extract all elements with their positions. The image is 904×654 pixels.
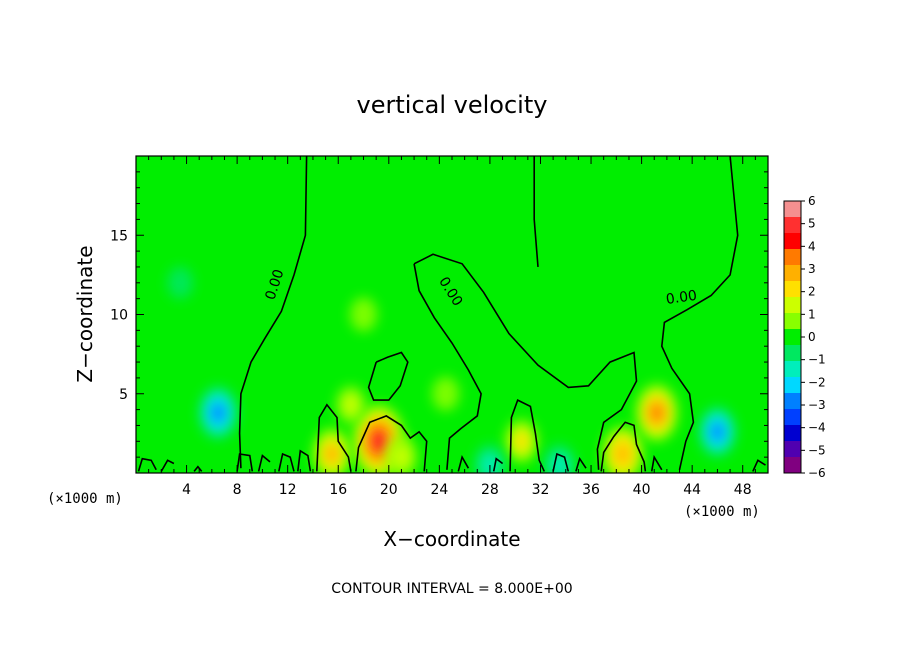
zero-contour-17 [457, 455, 470, 472]
zero-contour-21 [650, 454, 663, 472]
field-blob-9 [198, 385, 239, 440]
x-tick-label-1: 8 [233, 482, 242, 498]
zero-contour-9 [600, 421, 647, 472]
colorbar-tick-label-7: −1 [808, 353, 826, 367]
field-blob-3 [312, 427, 352, 473]
colorbar-swatch-5 [784, 281, 801, 298]
colorbar-swatch-6 [784, 297, 801, 314]
colorbar-swatch-10 [784, 361, 801, 378]
colorbar-swatch-8 [784, 329, 801, 346]
zero-contours [137, 156, 766, 472]
contour-value-label-2: 0.00 [665, 288, 698, 308]
x-axis-label: X−coordinate [383, 527, 520, 551]
x-tick-label-0: 4 [182, 482, 191, 498]
y-axis-ticks: 5 10 15 [110, 171, 768, 458]
field-blob-5 [385, 436, 418, 473]
x-tick-label-4: 20 [380, 482, 398, 498]
colorbar-swatch-0 [784, 201, 801, 218]
velocity-field [167, 266, 737, 473]
field-blob-13 [167, 266, 194, 299]
zero-contour-18 [492, 457, 504, 472]
colorbar-tick-label-12: −6 [808, 466, 826, 480]
x-tick-label-10: 44 [683, 482, 701, 498]
field-blob-10 [698, 406, 737, 458]
zero-contour-5 [367, 351, 409, 401]
colorbar-tick-label-3: 3 [808, 262, 816, 276]
zero-contour-12 [193, 465, 203, 472]
colorbar-swatch-9 [784, 345, 801, 362]
zero-contour-22 [752, 459, 766, 472]
zero-contour-0 [238, 156, 308, 469]
colorbar-tick-label-1: 5 [808, 217, 816, 231]
field-blob-4 [504, 419, 539, 464]
zero-contour-10 [137, 457, 157, 472]
x-left-unit-label: (×1000 m) [47, 491, 123, 507]
colorbar-swatch-3 [784, 249, 801, 266]
colorbar-swatch-14 [784, 425, 801, 442]
colorbar: 6 5 4 3 2 1 0 −1 −2 −3 −4 −5 −6 [783, 194, 826, 480]
colorbar-swatch-16 [784, 457, 801, 474]
zero-contour-4 [660, 156, 739, 470]
zero-contour-14 [257, 454, 271, 472]
x-tick-label-3: 16 [329, 482, 347, 498]
zero-contour-19 [552, 452, 570, 472]
zero-contour-20 [575, 456, 587, 472]
colorbar-tick-label-8: −2 [808, 375, 826, 389]
x-right-unit-label: (×1000 m) [684, 504, 760, 520]
x-tick-label-2: 12 [279, 482, 297, 498]
field-blob-1 [635, 383, 679, 442]
zero-contour-3 [413, 263, 482, 470]
colorbar-swatch-2 [784, 233, 801, 250]
x-tick-label-8: 36 [582, 482, 600, 498]
x-tick-label-6: 28 [481, 482, 499, 498]
colorbar-swatch-11 [784, 377, 801, 394]
x-axis-ticks: 4 8 12 16 20 24 28 32 36 40 44 48 [148, 156, 756, 498]
contour-interval-text: CONTOUR INTERVAL = 8.000E+00 [331, 581, 572, 597]
y-tick-label-2: 15 [110, 228, 128, 244]
colorbar-tick-label-11: −5 [808, 443, 826, 457]
colorbar-tick-label-6: 0 [808, 330, 816, 344]
zero-contour-7 [355, 415, 428, 472]
zero-contour-16 [297, 449, 312, 472]
zero-contour-15 [278, 452, 295, 472]
colorbar-tick-label-5: 1 [808, 307, 816, 321]
zero-contour-8 [509, 398, 546, 472]
colorbar-swatch-15 [784, 441, 801, 458]
colorbar-tick-label-9: −3 [808, 398, 826, 412]
colorbar-tick-label-0: 6 [808, 194, 816, 208]
colorbar-tick-label-4: 2 [808, 285, 816, 299]
colorbar-swatch-12 [784, 393, 801, 410]
zero-contour-6 [316, 403, 352, 472]
field-blob-7 [432, 376, 460, 411]
colorbar-swatch-4 [784, 265, 801, 282]
colorbar-swatch-13 [784, 409, 801, 426]
zero-contour-13 [236, 453, 254, 472]
field-blob-12 [543, 444, 576, 473]
x-tick-label-7: 32 [532, 482, 550, 498]
zero-contour-11 [160, 459, 175, 472]
field-blob-6 [336, 385, 366, 424]
colorbar-swatch-1 [784, 217, 801, 234]
zero-contour-2 [413, 253, 638, 470]
zero-contour-1 [533, 156, 539, 267]
colorbar-tick-label-2: 4 [808, 239, 816, 253]
colorbar-tick-label-10: −4 [808, 421, 826, 435]
x-tick-label-9: 40 [633, 482, 651, 498]
y-tick-label-1: 10 [110, 308, 128, 324]
x-tick-label-11: 48 [734, 482, 752, 498]
colorbar-swatch-7 [784, 313, 801, 330]
field-blob-8 [349, 297, 378, 332]
chart-title: vertical velocity [357, 91, 548, 119]
y-axis-label: Z−coordinate [73, 245, 97, 382]
y-tick-label-0: 5 [119, 387, 128, 403]
x-tick-label-5: 24 [430, 482, 448, 498]
plot-area: 0.00 0.00 0.00 4 8 12 16 20 24 28 32 36 40 44 48 5101… [110, 155, 769, 498]
